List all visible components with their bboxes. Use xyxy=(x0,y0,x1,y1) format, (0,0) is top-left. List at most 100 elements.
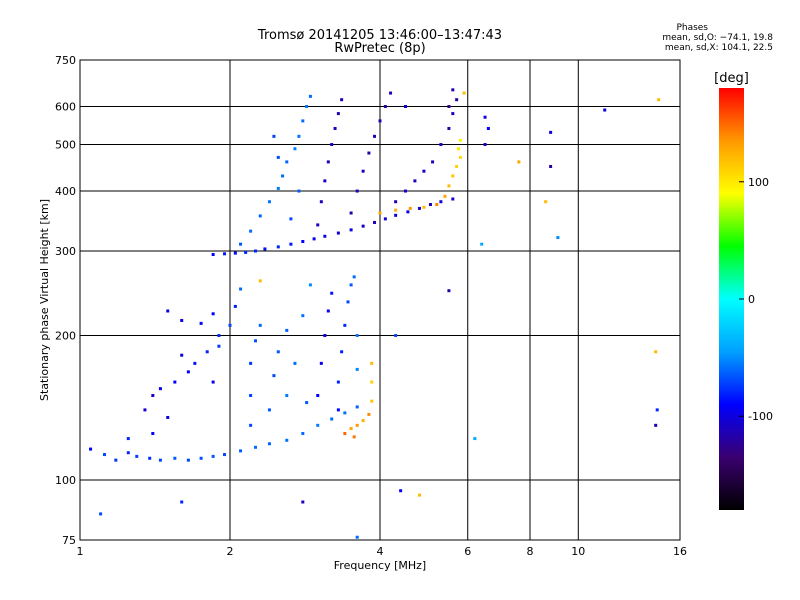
data-point xyxy=(151,394,155,398)
phase-stats-heading: Phases xyxy=(676,23,708,33)
data-point xyxy=(394,213,398,217)
data-point xyxy=(253,445,257,449)
data-point xyxy=(361,419,365,423)
data-point xyxy=(383,105,387,109)
data-point xyxy=(343,432,347,436)
data-point xyxy=(223,453,227,457)
data-point xyxy=(267,200,271,204)
data-point xyxy=(349,211,353,215)
data-point xyxy=(301,500,305,504)
data-point xyxy=(378,211,382,215)
data-point xyxy=(654,350,658,354)
data-point xyxy=(435,202,439,206)
data-point xyxy=(336,380,340,384)
data-point xyxy=(289,217,293,221)
data-point xyxy=(211,253,215,257)
data-point xyxy=(326,309,330,313)
data-point xyxy=(367,412,371,416)
data-point xyxy=(211,454,215,458)
chart-title-line1: Tromsø 20141205 13:46:00–13:47:43 xyxy=(257,28,503,43)
data-point xyxy=(486,126,490,130)
data-point xyxy=(166,415,170,419)
data-point xyxy=(439,200,443,204)
y-axis-label: Stationary phase Virtual Height [km] xyxy=(38,199,51,401)
data-point xyxy=(263,247,267,251)
data-point xyxy=(340,98,344,102)
data-point xyxy=(186,458,190,462)
y-tick-label: 300 xyxy=(55,245,76,258)
data-point xyxy=(394,334,398,338)
data-point xyxy=(330,417,334,421)
data-point xyxy=(346,300,350,304)
data-point xyxy=(361,169,365,173)
data-point xyxy=(293,361,297,365)
data-point xyxy=(340,350,344,354)
data-point xyxy=(253,339,257,343)
data-point xyxy=(451,88,455,92)
data-point xyxy=(239,242,243,246)
data-point xyxy=(285,394,289,398)
scatter-points xyxy=(89,88,661,539)
data-point xyxy=(367,151,371,155)
data-point xyxy=(349,228,353,232)
colorbar: [deg] 100 0 -100 xyxy=(714,71,773,510)
data-point xyxy=(173,380,177,384)
data-point xyxy=(319,361,323,365)
data-point xyxy=(217,344,221,348)
colorbar-tick-label: 100 xyxy=(748,176,769,189)
data-point xyxy=(267,408,271,412)
data-point xyxy=(126,451,130,455)
y-tick-label: 750 xyxy=(55,54,76,67)
chart-title-line2: RwPretec (8p) xyxy=(334,41,426,56)
data-point xyxy=(211,312,215,316)
data-point xyxy=(355,405,359,409)
data-point xyxy=(308,283,312,287)
data-point xyxy=(217,334,221,338)
data-point xyxy=(193,361,197,365)
data-point xyxy=(451,112,455,116)
data-point xyxy=(173,456,177,460)
data-point xyxy=(457,147,461,151)
data-point xyxy=(451,197,455,201)
data-point xyxy=(293,147,297,151)
data-point xyxy=(308,94,312,98)
data-point xyxy=(233,304,237,308)
data-point xyxy=(99,512,103,516)
data-point xyxy=(249,361,253,365)
data-point xyxy=(180,500,184,504)
phase-stats-x: mean, sd,X: 104.1, 22.5 xyxy=(664,43,773,53)
x-tick-label: 2 xyxy=(227,545,234,558)
data-point xyxy=(480,242,484,246)
data-point xyxy=(323,234,327,238)
colorbar-tick-label: -100 xyxy=(748,410,773,423)
data-point xyxy=(447,105,451,109)
data-point xyxy=(443,194,447,198)
data-point xyxy=(422,205,426,209)
data-point xyxy=(343,323,347,327)
data-point xyxy=(473,437,477,441)
data-point xyxy=(143,408,147,412)
data-point xyxy=(413,179,417,183)
data-point xyxy=(483,143,487,147)
data-point xyxy=(406,210,410,214)
data-point xyxy=(378,119,382,123)
data-point xyxy=(431,160,435,164)
data-point xyxy=(370,380,374,384)
data-point xyxy=(389,91,393,95)
data-point xyxy=(281,174,285,178)
data-point xyxy=(654,423,658,427)
data-point xyxy=(323,334,327,338)
data-point xyxy=(103,453,107,457)
data-point xyxy=(349,283,353,287)
data-point xyxy=(244,250,248,254)
data-point xyxy=(258,214,262,218)
data-point xyxy=(305,105,309,109)
data-point xyxy=(549,164,553,168)
data-point xyxy=(316,394,320,398)
data-point xyxy=(403,105,407,109)
grid xyxy=(80,60,680,540)
data-point xyxy=(223,252,227,256)
data-point xyxy=(330,291,334,295)
x-axis: 1 2 4 6 8 10 16 xyxy=(77,545,688,558)
data-point xyxy=(383,217,387,221)
